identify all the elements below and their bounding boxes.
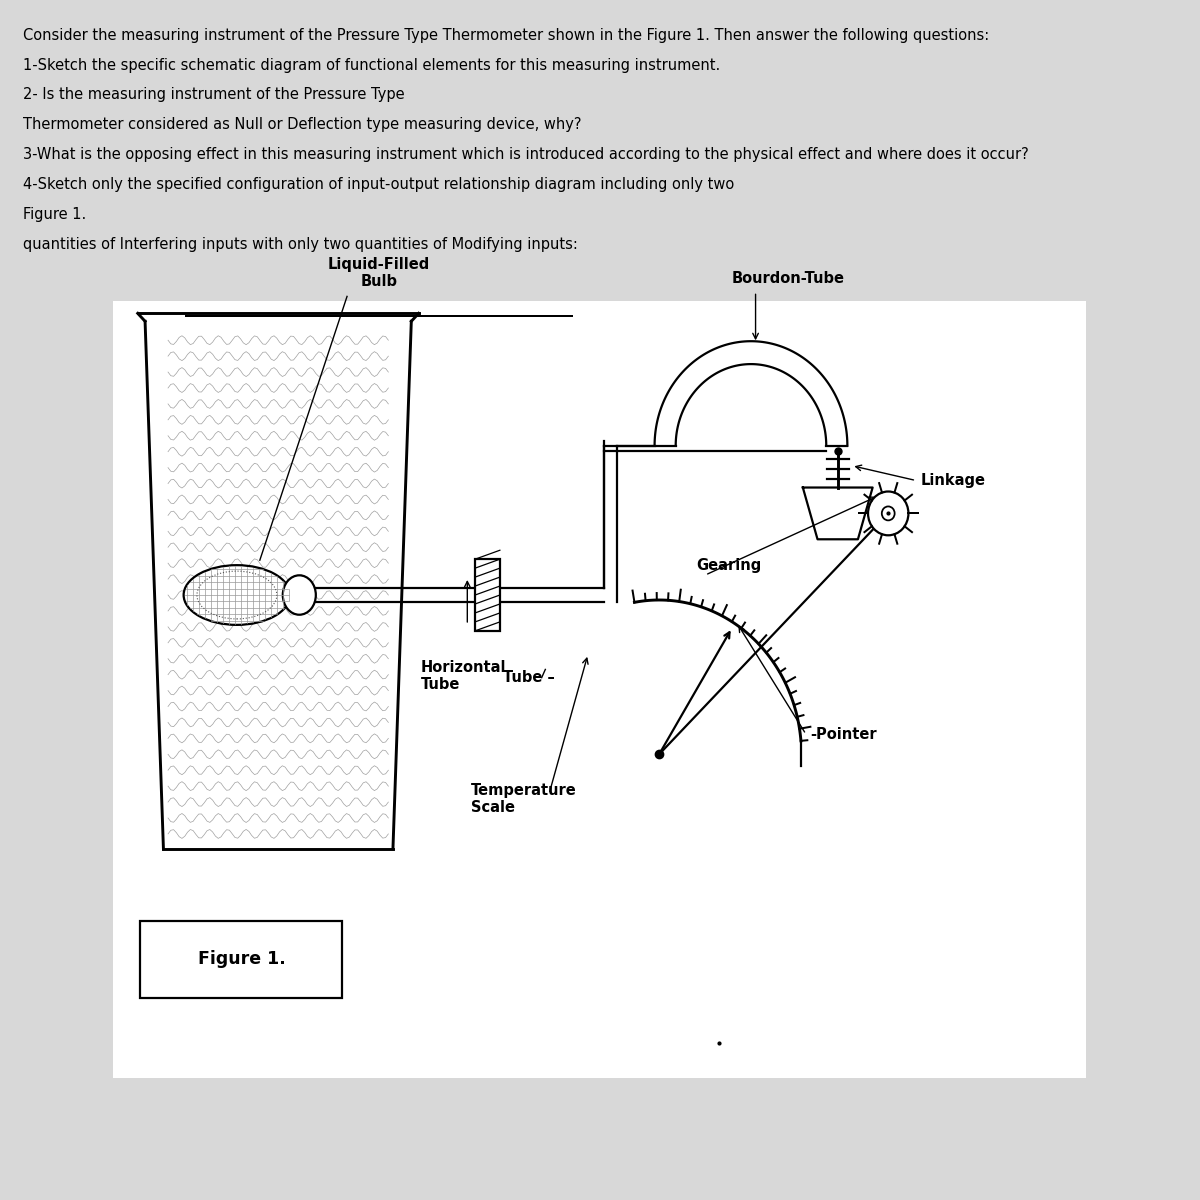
Text: 1-Sketch the specific schematic diagram of functional elements for this measurin: 1-Sketch the specific schematic diagram … [23,58,720,72]
Text: Liquid-Filled
Bulb: Liquid-Filled Bulb [328,257,431,289]
Text: Figure 1.: Figure 1. [198,950,286,968]
Text: 3-What is the opposing effect in this measuring instrument which is introduced a: 3-What is the opposing effect in this me… [23,148,1028,162]
Ellipse shape [184,565,290,625]
Text: Gearing: Gearing [696,558,761,572]
Text: Horizontal
Tube: Horizontal Tube [420,660,506,692]
Bar [475,559,500,631]
Text: Thermometer considered as Null or Deflection type measuring device, why?: Thermometer considered as Null or Deflec… [23,118,582,132]
Text: Figure 1.: Figure 1. [23,206,86,222]
Circle shape [868,492,908,535]
Polygon shape [145,322,412,848]
Circle shape [882,506,895,521]
Text: Consider the measuring instrument of the Pressure Type Thermometer shown in the : Consider the measuring instrument of the… [23,28,989,43]
Text: quantities of Interfering inputs with only two quantities of Modifying inputs:: quantities of Interfering inputs with on… [23,236,578,252]
Text: Linkage: Linkage [920,473,986,488]
Text: Bourdon-Tube: Bourdon-Tube [731,271,844,287]
Polygon shape [803,487,872,539]
Bar [113,301,1086,1078]
Text: Tube –: Tube – [503,670,554,685]
Text: 4-Sketch only the specified configuration of input-output relationship diagram i: 4-Sketch only the specified configuratio… [23,176,734,192]
Text: 2- Is the measuring instrument of the Pressure Type: 2- Is the measuring instrument of the Pr… [23,88,404,102]
FancyBboxPatch shape [140,920,342,998]
Ellipse shape [283,575,316,614]
Text: Temperature
Scale: Temperature Scale [470,782,577,815]
Text: -Pointer: -Pointer [811,727,877,742]
